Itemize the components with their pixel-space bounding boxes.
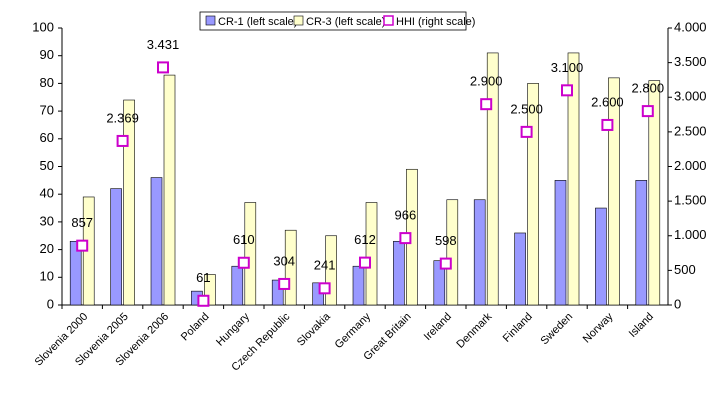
bar <box>635 180 648 306</box>
bar <box>446 199 459 306</box>
hhi-marker <box>399 232 412 245</box>
y-tick-label: 70 <box>40 103 54 118</box>
hhi-marker <box>601 118 614 131</box>
bar <box>244 202 257 306</box>
hhi-marker <box>520 125 533 138</box>
x-tick-label: Germany <box>333 310 374 351</box>
legend-label: CR-3 (left scale) <box>306 16 385 28</box>
bar <box>365 202 378 306</box>
data-label: 61 <box>196 270 210 285</box>
y-tick-label: 80 <box>40 75 54 90</box>
bar <box>473 199 486 306</box>
bar <box>514 232 526 306</box>
data-label: 241 <box>314 258 336 273</box>
legend-swatch <box>293 15 304 26</box>
bar <box>271 279 284 306</box>
data-label: 598 <box>435 233 457 248</box>
y2-tick-label: 1.500 <box>674 193 707 208</box>
y-tick-label: 20 <box>40 241 54 256</box>
hhi-marker <box>480 98 493 111</box>
bar <box>204 274 216 306</box>
hhi-marker <box>157 61 169 74</box>
bar <box>110 188 122 306</box>
bar <box>163 74 176 306</box>
hhi-marker <box>116 134 129 147</box>
legend-label: HHI (right scale) <box>396 16 475 28</box>
data-label: 3.100 <box>551 60 584 75</box>
data-label: 966 <box>395 208 417 223</box>
y-tick-label: 90 <box>40 47 54 62</box>
y-tick-label: 30 <box>40 213 54 228</box>
y2-tick-label: 4.000 <box>674 19 707 34</box>
x-tick-label: Finland <box>501 311 535 345</box>
data-label: 2.800 <box>632 81 665 96</box>
x-tick-label: Island <box>627 311 656 340</box>
legend-box <box>199 11 467 31</box>
y2-tick-label: 1.000 <box>674 227 707 242</box>
data-label: 610 <box>233 232 255 247</box>
x-tick-label: Poland <box>179 311 212 344</box>
y-tick-label: 50 <box>40 158 54 173</box>
hhi-marker <box>318 282 331 295</box>
bar <box>69 240 82 306</box>
bar <box>527 83 539 306</box>
hhi-marker <box>641 105 654 118</box>
legend-label: CR-1 (left scale) <box>218 16 297 28</box>
x-tick-label: Sweden <box>539 311 576 348</box>
y-tick-label: 100 <box>32 19 54 34</box>
bar <box>567 52 580 306</box>
bar <box>554 180 567 306</box>
hhi-marker <box>359 256 371 269</box>
y-tick-label: 60 <box>40 130 54 145</box>
bar <box>352 265 365 306</box>
data-label: 2.900 <box>470 74 503 89</box>
bar <box>486 52 499 306</box>
hhi-marker <box>237 256 250 269</box>
y-tick-label: 10 <box>40 269 54 284</box>
hhi-marker <box>197 294 210 307</box>
data-label: 304 <box>273 253 295 268</box>
bar <box>325 235 337 306</box>
bar <box>123 99 135 306</box>
y2-tick-label: 2.500 <box>674 123 707 138</box>
bar <box>150 177 163 306</box>
y-tick-label: 40 <box>40 186 54 201</box>
data-label: 3.431 <box>147 37 180 52</box>
hhi-marker <box>439 257 452 270</box>
hhi-marker <box>76 239 89 252</box>
bar <box>648 80 661 306</box>
x-tick-label: Hungary <box>214 310 252 348</box>
bar <box>433 260 446 306</box>
data-label: 857 <box>71 215 93 230</box>
y2-tick-label: 3.000 <box>674 89 707 104</box>
bar <box>608 77 620 306</box>
bar <box>595 207 607 306</box>
bar <box>393 240 405 306</box>
data-label: 2.369 <box>106 110 139 125</box>
bar <box>284 229 297 306</box>
y2-tick-label: 0 <box>674 296 681 311</box>
y2-tick-label: 500 <box>674 262 696 277</box>
legend-swatch <box>383 15 394 26</box>
data-label: 612 <box>354 232 376 247</box>
bar <box>231 265 244 306</box>
data-label: 2.500 <box>510 101 543 116</box>
y2-tick-label: 2.000 <box>674 158 707 173</box>
data-label: 2.600 <box>591 94 624 109</box>
x-tick-label: Denmark <box>454 310 494 350</box>
x-tick-label: Ireland <box>422 311 454 343</box>
y-tick-label: 0 <box>47 296 54 311</box>
hhi-marker <box>278 277 291 290</box>
x-tick-label: Norway <box>581 310 616 345</box>
legend-swatch <box>205 15 216 26</box>
y2-tick-label: 3.500 <box>674 54 707 69</box>
x-tick-label: Slovakia <box>295 310 334 349</box>
hhi-marker <box>561 84 573 97</box>
